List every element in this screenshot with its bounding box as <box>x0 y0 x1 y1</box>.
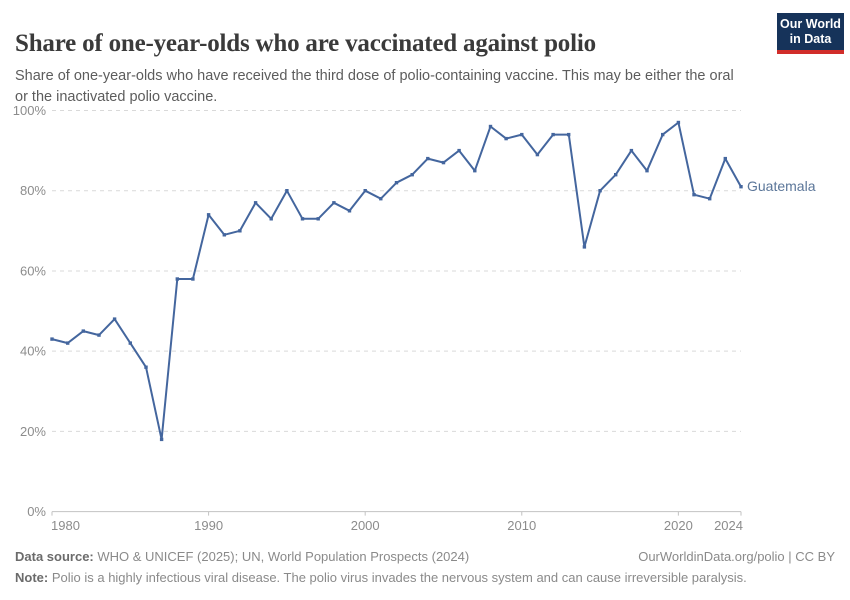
y-axis-tick-label: 100% <box>13 103 47 118</box>
data-point-marker <box>112 317 117 321</box>
page-subtitle: Share of one-year-olds who have received… <box>15 67 734 105</box>
data-point-marker <box>191 277 195 281</box>
data-point-marker <box>661 132 665 137</box>
data-point-marker <box>441 160 446 165</box>
data-point-marker <box>363 189 367 193</box>
data-point-marker <box>723 156 727 161</box>
data-point-marker <box>520 132 524 137</box>
note-text: Polio is a highly infectious viral disea… <box>48 569 747 585</box>
data-point-marker <box>629 148 634 153</box>
data-point-marker <box>269 217 273 221</box>
y-axis-tick-label: 20% <box>20 424 46 439</box>
x-axis-tick-label: 1990 <box>194 518 223 533</box>
owid-logo[interactable]: Our World in Data <box>777 13 844 54</box>
data-point-marker <box>238 229 242 233</box>
page-title: Share of one-year-olds who are vaccinate… <box>15 29 596 57</box>
data-point-marker <box>504 136 508 141</box>
data-point-marker <box>535 152 540 157</box>
data-point-marker <box>473 169 477 173</box>
data-point-marker <box>692 193 696 197</box>
y-axis-tick-label: 60% <box>20 263 46 278</box>
x-axis-tick-label: 2010 <box>507 518 536 533</box>
data-point-marker <box>347 209 352 213</box>
data-point-marker <box>81 329 85 333</box>
note-label: Note: <box>15 569 49 585</box>
data-point-marker <box>66 341 70 345</box>
data-point-marker <box>739 185 743 189</box>
x-axis-tick-label: 2020 <box>664 518 693 533</box>
data-point-marker <box>394 181 399 185</box>
attribution-link[interactable]: OurWorldinData.org/polio | CC BY <box>638 549 835 564</box>
data-point-marker <box>457 148 461 153</box>
y-axis-tick-label: 40% <box>20 344 46 359</box>
data-point-marker <box>50 337 54 341</box>
y-axis-tick-label: 0% <box>27 504 46 519</box>
data-point-marker <box>128 341 132 345</box>
data-source-line: Data source: WHO & UNICEF (2025); UN, Wo… <box>15 547 469 568</box>
data-point-marker <box>645 169 649 173</box>
data-point-marker <box>159 437 164 442</box>
data-point-marker <box>222 233 226 237</box>
data-point-marker <box>598 189 602 193</box>
owid-logo-line2: in Data <box>789 31 832 46</box>
data-point-marker <box>316 217 320 221</box>
data-point-marker <box>379 197 383 201</box>
data-point-marker <box>614 173 618 177</box>
chart-footer: Data source: WHO & UNICEF (2025); UN, Wo… <box>15 547 835 589</box>
data-point-marker <box>285 189 289 193</box>
data-point-marker <box>582 245 587 249</box>
data-point-marker <box>551 132 555 137</box>
data-point-marker <box>97 333 101 337</box>
data-source-text: WHO & UNICEF (2025); UN, World Populatio… <box>93 549 470 564</box>
series-end-label: Guatemala <box>747 178 816 194</box>
data-point-marker <box>426 156 430 161</box>
series-line-guatemala <box>51 121 742 441</box>
data-point-marker <box>410 173 414 177</box>
data-point-marker <box>488 124 493 129</box>
data-point-marker <box>175 277 179 281</box>
note-line: Note: Polio is a highly infectious viral… <box>15 568 747 589</box>
data-point-marker <box>144 365 148 369</box>
data-point-marker <box>253 201 258 205</box>
y-axis-tick-label: 80% <box>20 183 46 198</box>
data-point-marker <box>206 213 211 217</box>
data-point-marker <box>708 197 712 201</box>
x-axis-tick-label: 2024 <box>714 518 743 533</box>
line-chart: 0% 20% 40% 60% 80% 100% 1980 1990 2000 2010 2020 20… <box>13 103 816 533</box>
data-point-marker <box>332 201 336 205</box>
data-point-marker <box>567 132 571 137</box>
owid-logo-line1: Our World <box>780 16 841 31</box>
x-axis-tick-label: 2000 <box>351 518 380 533</box>
x-axis-tick-label: 1980 <box>51 518 80 533</box>
data-point-marker <box>300 217 305 221</box>
data-source-label: Data source: <box>15 549 94 564</box>
data-point-marker <box>676 120 681 125</box>
